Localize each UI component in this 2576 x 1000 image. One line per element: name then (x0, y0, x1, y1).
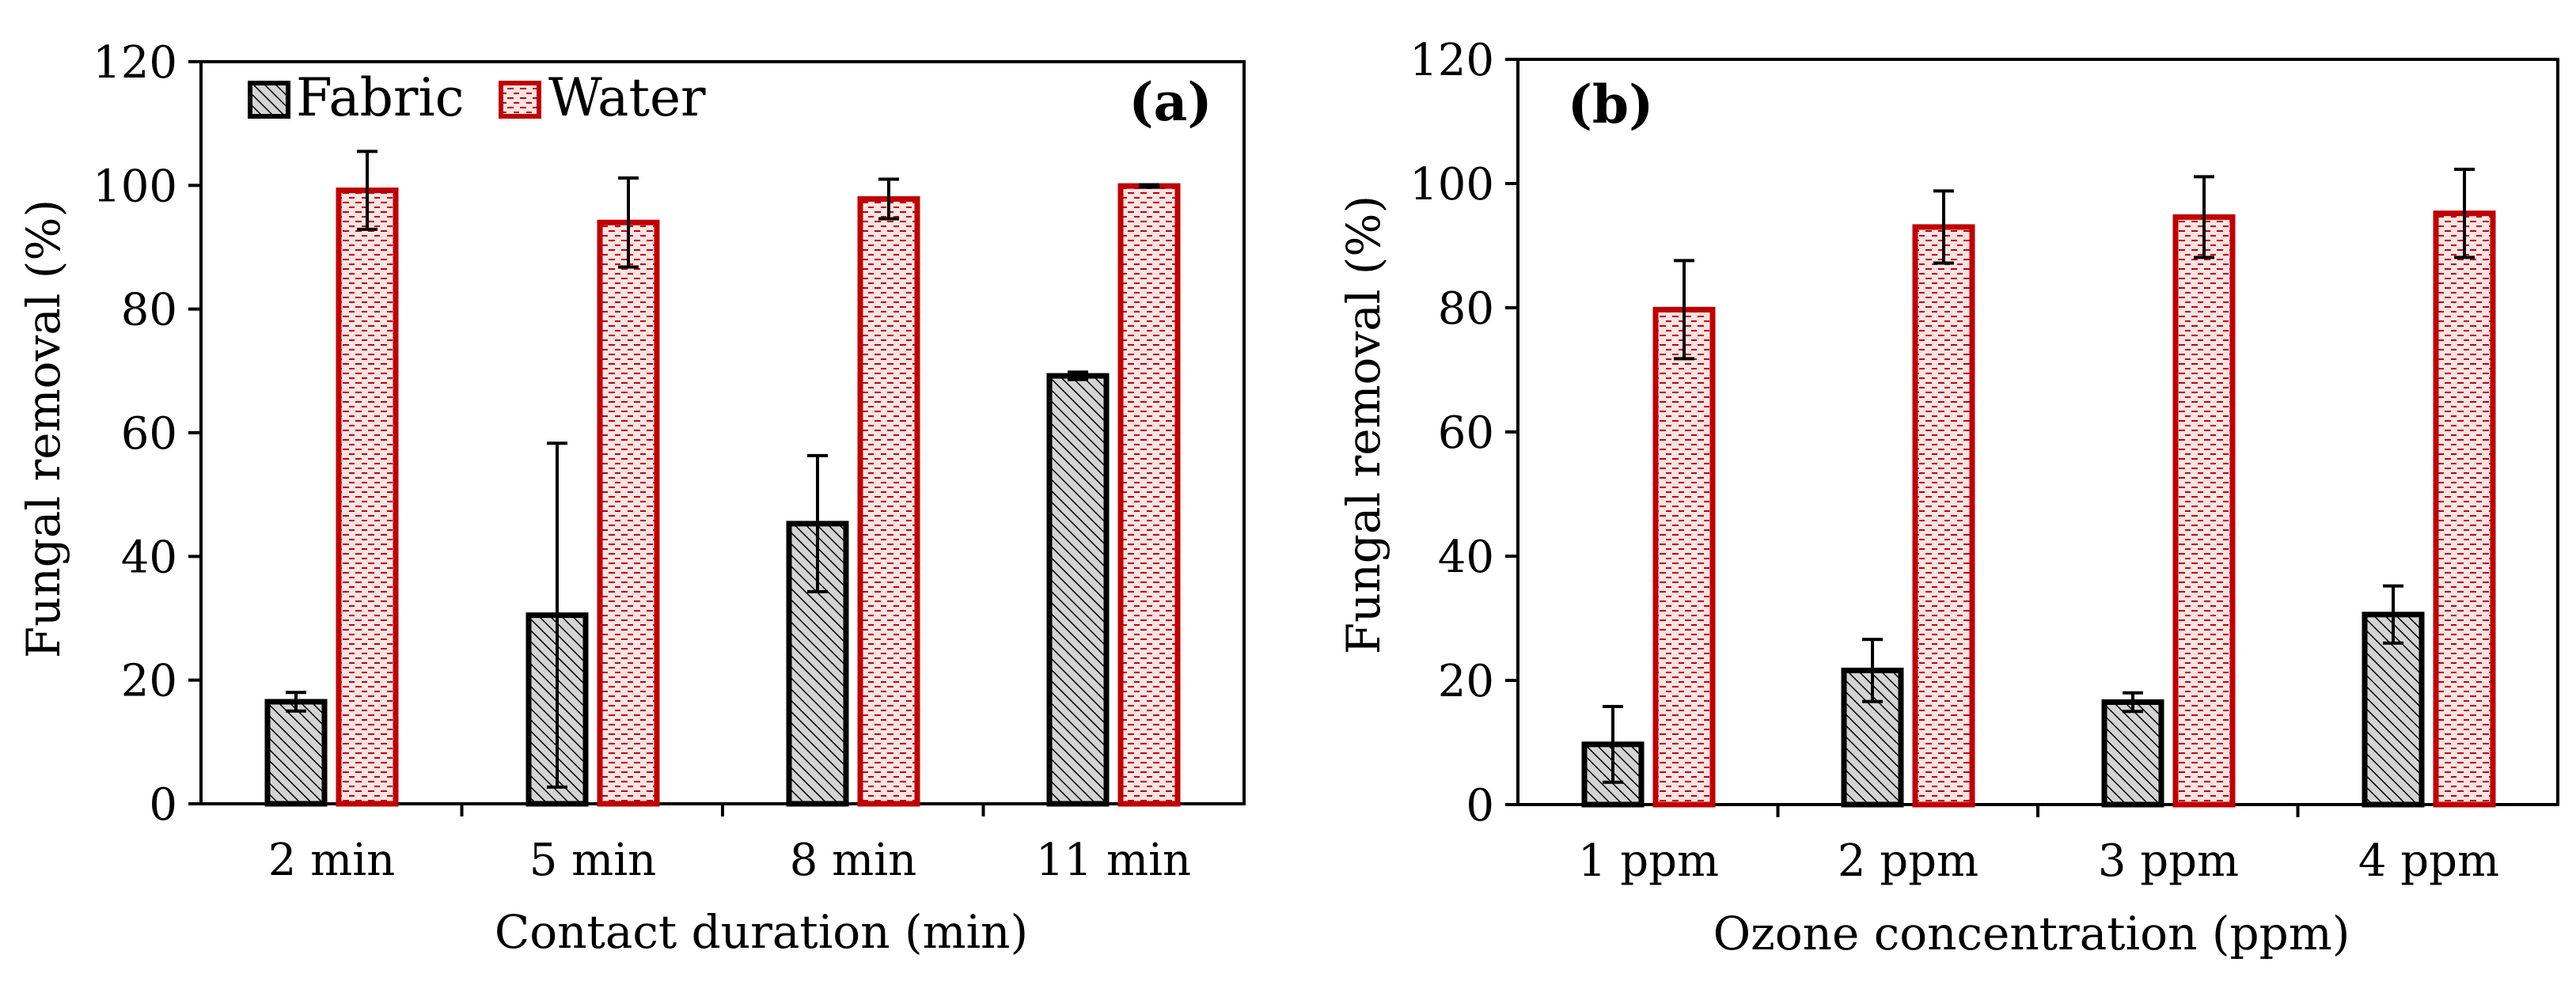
legend-water-label: Water (548, 67, 706, 128)
panel-a-label: (a) (1129, 71, 1212, 133)
panel-a-legend: Fabric Water (248, 67, 706, 128)
legend-fabric-swatch (248, 81, 290, 119)
panel-b-ytick-label: 100 (1409, 159, 1494, 210)
panel-b-bar-fabric-2 (2101, 699, 2164, 808)
panel-b-ytick-label: 60 (1438, 407, 1494, 459)
panel-a-xlabel: Contact duration (min) (495, 905, 1028, 959)
panel-b-label: (b) (1568, 74, 1654, 135)
panel-b-xtick-label: 2 ppm (1838, 835, 1978, 887)
panel-a-ytick-label: 60 (121, 408, 177, 460)
panel-b-bar-water-1 (1912, 224, 1975, 808)
panel-a-xtick-label: 5 min (529, 835, 657, 886)
panel-a-bar-water-1 (597, 219, 660, 807)
panel-b-xtick-label: 1 ppm (1578, 835, 1719, 887)
panel-b-xtick-label: 3 ppm (2098, 835, 2239, 887)
legend-water-swatch (499, 81, 541, 119)
panel-b-ytick-label: 0 (1466, 780, 1494, 831)
panel-b-xlabel: Ozone concentration (ppm) (1713, 907, 2350, 960)
panel-b-ytick-label: 20 (1438, 656, 1494, 707)
panel-a-ytick-label: 40 (121, 532, 177, 583)
panel-b-bar-water-2 (2172, 214, 2236, 808)
panel-a-ytick-label: 0 (149, 779, 177, 831)
panel-a-ytick-label: 120 (93, 37, 177, 89)
panel-a-bar-water-2 (857, 196, 920, 807)
panel-b-ytick-label: 80 (1438, 283, 1494, 335)
panel-b-ylabel: Fungal removal (%) (1337, 195, 1390, 654)
panel-a-bar-fabric-3 (1046, 373, 1110, 807)
legend-fabric-label: Fabric (296, 67, 465, 128)
panel-a-ytick-label: 100 (93, 161, 177, 212)
panel-b-xtick-label: 4 ppm (2358, 835, 2499, 887)
panel-a-bar-water-3 (1117, 183, 1181, 807)
panel-b-bar-water-3 (2433, 210, 2496, 808)
panel-a-ylabel: Fungal removal (%) (17, 199, 70, 658)
panel-b-ytick-label: 40 (1438, 532, 1494, 583)
panel-a-xtick-label: 8 min (790, 835, 917, 886)
panel-a-xtick-label: 11 min (1036, 835, 1191, 886)
panel-a-ytick-label: 20 (121, 656, 177, 707)
panel-b-plot: 0 20 40 60 80 100 120 1 ppm 2 ppm 3 ppm 4 ppm (1409, 35, 2559, 887)
panel-a-plot: 0 20 40 60 80 100 120 2 min 5 min 8 min 11 min (93, 37, 1246, 886)
panel-a-bar-fabric-0 (264, 699, 328, 807)
panel-a-xtick-label: 2 min (268, 835, 396, 886)
panel-b-bar-water-0 (1652, 306, 1716, 808)
panel-a-bar-water-0 (336, 188, 399, 807)
panel-a-ytick-label: 80 (121, 285, 177, 336)
panel-b-ytick-label: 120 (1409, 35, 1494, 86)
